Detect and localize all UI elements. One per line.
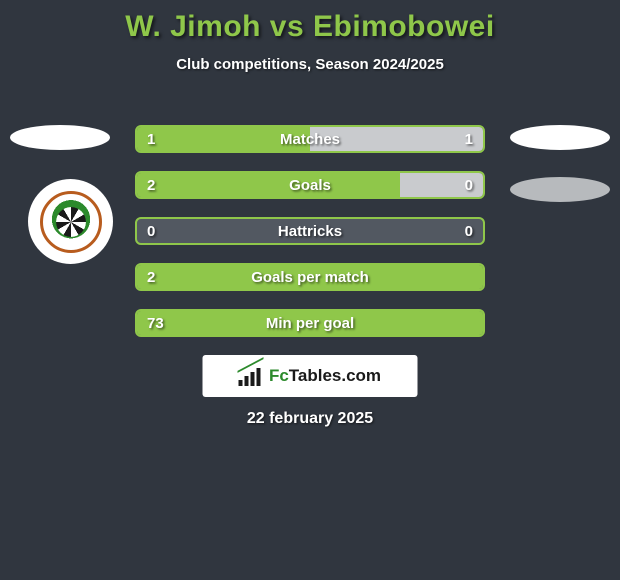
page-title: W. Jimoh vs Ebimobowei: [0, 0, 620, 44]
player-badge-left: [10, 125, 110, 150]
stat-row-hattricks: 0 Hattricks 0: [135, 217, 485, 245]
club-badge-right: [510, 177, 610, 202]
fctables-watermark: FcTables.com: [203, 355, 418, 397]
club-badge-left: [28, 179, 113, 264]
stat-value-right: 0: [465, 219, 473, 243]
stat-value-right: 1: [465, 127, 473, 151]
football-icon: [40, 191, 102, 253]
stat-row-goals-per-match: 2 Goals per match: [135, 263, 485, 291]
stat-row-matches: 1 Matches 1: [135, 125, 485, 153]
stat-value-right: 0: [465, 173, 473, 197]
stats-container: 1 Matches 1 2 Goals 0 0 Hattricks 0 2 Go…: [135, 125, 485, 355]
stat-label: Hattricks: [137, 219, 483, 243]
stat-label: Goals: [137, 173, 483, 197]
stat-label: Goals per match: [137, 265, 483, 289]
subtitle: Club competitions, Season 2024/2025: [0, 56, 620, 73]
chart-bars-icon: [239, 366, 265, 386]
player-badge-right: [510, 125, 610, 150]
comparison-card: W. Jimoh vs Ebimobowei Club competitions…: [0, 0, 620, 580]
fctables-label: FcTables.com: [269, 366, 381, 386]
date-label: 22 february 2025: [0, 410, 620, 428]
stat-label: Min per goal: [137, 311, 483, 335]
stat-label: Matches: [137, 127, 483, 151]
stat-row-min-per-goal: 73 Min per goal: [135, 309, 485, 337]
stat-row-goals: 2 Goals 0: [135, 171, 485, 199]
